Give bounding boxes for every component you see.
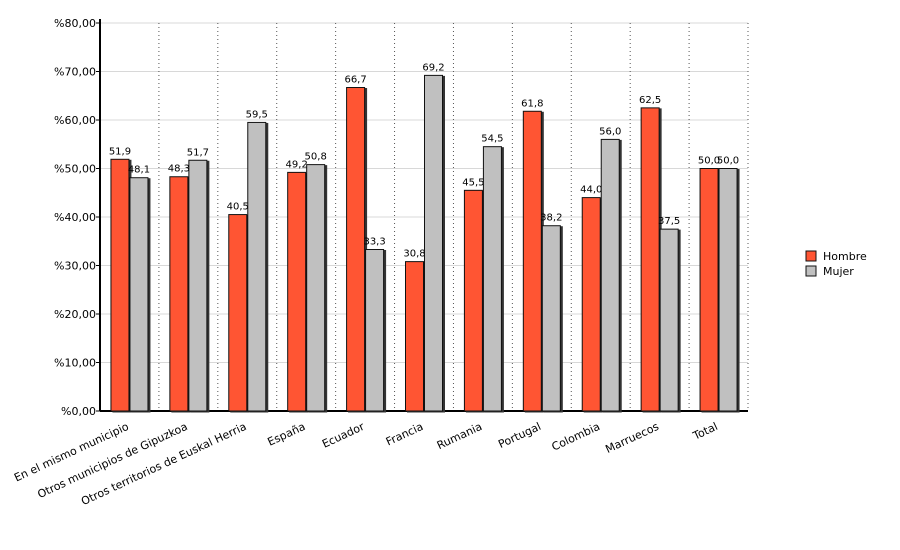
value-label: 69,2 (422, 62, 444, 73)
value-label: 38,2 (540, 213, 562, 224)
value-label: 51,9 (109, 146, 131, 157)
value-label: 40,5 (227, 202, 249, 213)
bar (346, 87, 366, 412)
legend-swatch (805, 265, 817, 277)
bar (306, 164, 326, 412)
bar (581, 197, 601, 412)
bar (169, 176, 189, 412)
value-label: 44,0 (580, 185, 602, 196)
value-label: 66,7 (344, 75, 366, 86)
x-tick-label: Ecuador (320, 420, 367, 451)
x-tick-label: Colombia (550, 420, 602, 454)
x-tick-label: España (266, 420, 308, 449)
value-label: 51,7 (187, 147, 209, 158)
x-tick-label: Total (690, 420, 720, 443)
value-label: 56,0 (599, 126, 621, 137)
bar (365, 248, 385, 412)
value-label: 62,5 (639, 95, 661, 106)
bar (424, 74, 443, 412)
legend-label: Mujer (823, 265, 854, 278)
x-tick-label: Portugal (496, 420, 543, 451)
value-label: 37,5 (658, 216, 680, 227)
bar (718, 168, 738, 412)
value-label: 59,5 (246, 109, 268, 120)
value-label: 50,0 (698, 156, 720, 167)
x-tick-label: Francia (384, 420, 425, 449)
y-tick-label: %70,00 (54, 66, 96, 79)
bar (482, 146, 502, 412)
value-label: 33,3 (363, 236, 385, 247)
value-label: 50,0 (717, 156, 739, 167)
value-label: 50,8 (305, 152, 327, 163)
bar (228, 214, 248, 412)
bar (522, 110, 542, 412)
y-tick-label: %30,00 (54, 260, 96, 273)
y-tick-label: %50,00 (54, 163, 96, 176)
y-tick-label: %40,00 (54, 211, 96, 224)
bar (659, 228, 679, 412)
legend-swatch (805, 250, 817, 262)
bar (463, 189, 483, 412)
y-tick-label: %0,00 (61, 405, 96, 418)
bar (699, 168, 719, 412)
value-label: 45,5 (462, 177, 484, 188)
bar (600, 138, 620, 412)
value-label: 61,8 (521, 98, 543, 109)
bar (640, 107, 660, 412)
bar (541, 225, 561, 412)
y-tick-label: %10,00 (54, 357, 96, 370)
bar (110, 158, 130, 412)
value-label: 30,8 (403, 249, 425, 260)
x-tick-label: Rumania (435, 420, 484, 452)
bar (287, 171, 307, 412)
value-label: 48,3 (168, 164, 190, 175)
y-tick-label: %20,00 (54, 308, 96, 321)
value-label: 48,1 (128, 165, 150, 176)
y-tick-label: %80,00 (54, 17, 96, 30)
bar (405, 261, 424, 412)
legend-label: Hombre (823, 250, 867, 263)
bar (188, 159, 208, 412)
x-tick-label: Marruecos (603, 420, 661, 456)
value-label: 49,2 (286, 159, 308, 170)
value-label: 54,5 (481, 134, 503, 145)
bar (247, 121, 267, 412)
y-tick-label: %60,00 (54, 114, 96, 127)
bar (129, 177, 149, 412)
